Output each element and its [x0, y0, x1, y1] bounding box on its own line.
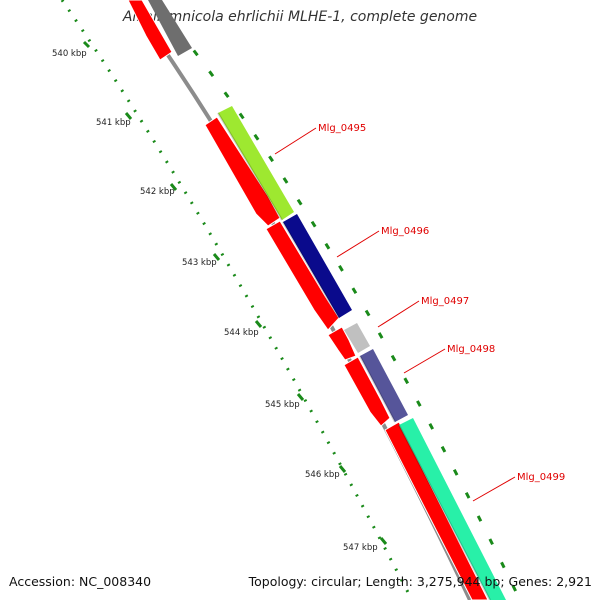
- leader-lines: [274, 127, 516, 502]
- gene-label-0498[interactable]: Mlg_0498: [447, 344, 495, 355]
- map-title: Alkalilimnicola ehrlichii MLHE-1, comple…: [122, 9, 478, 25]
- tick-547: [379, 537, 388, 545]
- scale-label-541: 541 kbp: [96, 118, 131, 128]
- leader-0495: [274, 127, 317, 155]
- tick-544: [254, 320, 263, 328]
- leader-0499: [472, 476, 516, 502]
- cds-feature-0495: [204, 116, 281, 227]
- cds-feature-0498: [343, 356, 391, 427]
- gene-block-0496: [283, 214, 352, 318]
- gene-block-0497: [344, 323, 370, 353]
- tick-541: [124, 112, 133, 120]
- leader-0497: [377, 300, 420, 328]
- scale-label-546: 546 kbp: [305, 470, 340, 480]
- edge-0499: [398, 424, 491, 600]
- cds-feature-upstream: [127, 0, 173, 61]
- scale-label-540: 540 kbp: [52, 49, 87, 59]
- gene-upstream-block: [148, 0, 192, 56]
- outer-tick-ring: [176, 29, 522, 600]
- leader-0498: [403, 348, 446, 374]
- gene-label-0499[interactable]: Mlg_0499: [517, 472, 565, 483]
- cds-track: [127, 0, 489, 600]
- gene-block-0495: [218, 106, 294, 220]
- cds-feature-0499: [384, 421, 489, 600]
- scale-label-547: 547 kbp: [343, 543, 378, 553]
- scale-label-544: 544 kbp: [224, 328, 259, 338]
- scale-label-542: 542 kbp: [140, 187, 175, 197]
- inner-tick-ring: [60, 0, 414, 600]
- scale-ticks-outer: [176, 29, 522, 600]
- edge-0496: [282, 221, 340, 319]
- accession-label: Accession: NC_008340: [9, 574, 152, 589]
- scale-label-545: 545 kbp: [265, 400, 300, 410]
- gene-block-0498: [360, 349, 408, 422]
- major-ticks: [82, 40, 388, 545]
- tick-545: [296, 393, 305, 401]
- genome-backbone: [128, 0, 472, 600]
- edge-0498: [359, 355, 396, 423]
- gene-label-0495[interactable]: Mlg_0495: [318, 123, 366, 134]
- block-edges: [217, 112, 491, 600]
- tick-540: [82, 40, 91, 49]
- leader-0496: [336, 230, 380, 258]
- gene-label-0496[interactable]: Mlg_0496: [381, 226, 429, 237]
- gene-block-0499: [399, 418, 506, 600]
- edge-0495: [217, 112, 283, 221]
- genome-summary: Topology: circular; Length: 3,275,944 bp…: [248, 574, 592, 589]
- tick-542: [169, 183, 178, 191]
- cds-feature-0497: [327, 326, 357, 361]
- tick-546: [338, 465, 347, 473]
- tick-543: [212, 253, 221, 261]
- scale-label-543: 543 kbp: [182, 258, 217, 268]
- scale-ticks-inner: [60, 0, 414, 600]
- gene-label-0497[interactable]: Mlg_0497: [421, 296, 469, 307]
